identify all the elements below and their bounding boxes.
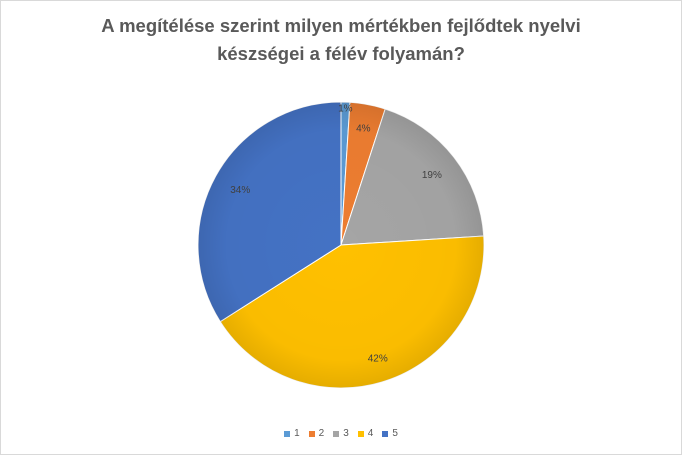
legend-label-3: 3 [343, 428, 349, 439]
legend-label-4: 4 [367, 428, 374, 439]
data-label-3: 19% [422, 170, 442, 181]
legend-item-5: 5 [382, 428, 398, 439]
legend-label-2: 2 [318, 428, 325, 439]
legend-label-5: 5 [392, 428, 398, 439]
data-label-5: 34% [230, 185, 250, 196]
legend-swatch-1 [284, 430, 291, 437]
legend-swatch-3 [333, 430, 340, 437]
legend-item-2: 2 [308, 428, 325, 439]
chart-title-line-1: A megítélése szerint milyen mértékben fe… [101, 15, 581, 36]
legend-swatch-4 [357, 430, 364, 437]
legend-item-3: 3 [333, 428, 349, 439]
data-label-4: 42% [368, 354, 388, 365]
chart-title: A megítélése szerint milyen mértékben fe… [0, 12, 682, 68]
legend-swatch-5 [382, 430, 389, 437]
chart-title-line-2: készségei a félév folyamán? [217, 43, 465, 64]
legend-item-4: 4 [357, 428, 374, 439]
data-label-2: 4% [356, 124, 371, 135]
legend-item-1: 1 [284, 428, 300, 439]
data-label-1: 1% [338, 104, 353, 115]
legend-label-1: 1 [294, 428, 300, 439]
legend-swatch-2 [308, 430, 315, 437]
legend: 1 2 3 4 5 [0, 428, 682, 439]
